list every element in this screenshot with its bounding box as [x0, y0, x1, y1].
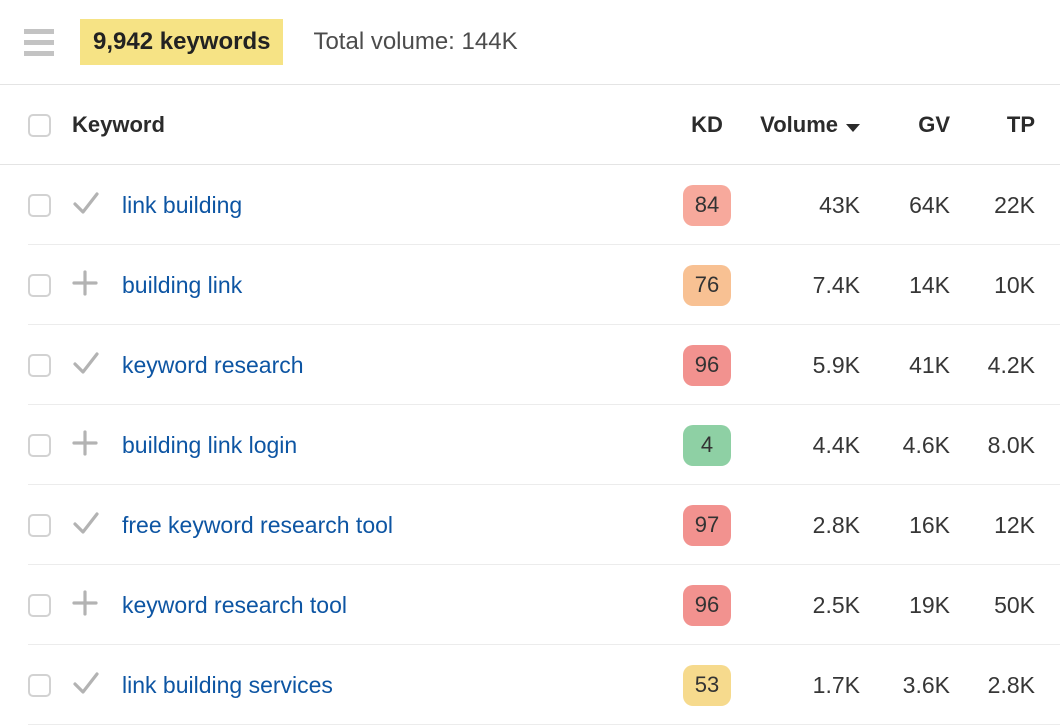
- column-header-tp[interactable]: TP: [1006, 111, 1035, 137]
- volume-value: 2.5K: [812, 591, 860, 618]
- kd-badge: 96: [683, 344, 731, 386]
- volume-value: 4.4K: [812, 431, 860, 458]
- table-row: building link login 4 4.4K 4.6K 8.0K: [0, 405, 1060, 485]
- check-icon[interactable]: [72, 191, 100, 215]
- tp-value: 50K: [994, 591, 1035, 618]
- tp-value: 8.0K: [987, 431, 1035, 458]
- column-header-volume-label: Volume: [760, 111, 838, 137]
- tp-value: 10K: [994, 271, 1035, 298]
- table-row: keyword research 96 5.9K 41K 4.2K: [0, 325, 1060, 405]
- gv-value: 19K: [909, 591, 950, 618]
- volume-value: 1.7K: [812, 671, 860, 698]
- volume-value: 43K: [819, 191, 860, 218]
- menu-icon[interactable]: [24, 28, 54, 56]
- column-header-gv[interactable]: GV: [918, 111, 950, 137]
- row-checkbox[interactable]: [28, 513, 51, 537]
- keywords-count-badge: 9,942 keywords: [80, 19, 284, 65]
- row-checkbox[interactable]: [28, 193, 51, 217]
- gv-value: 4.6K: [902, 431, 950, 458]
- gv-value: 16K: [909, 511, 950, 538]
- total-volume-label: Total volume: 144K: [313, 28, 518, 55]
- volume-value: 5.9K: [812, 351, 860, 378]
- row-checkbox[interactable]: [28, 593, 51, 617]
- volume-value: 7.4K: [812, 271, 860, 298]
- table-row: building link 76 7.4K 14K 10K: [0, 245, 1060, 325]
- select-all-checkbox[interactable]: [28, 114, 51, 138]
- tp-value: 2.8K: [987, 671, 1035, 698]
- table-body: link building 84 43K 64K 22K building link 76 7…: [0, 165, 1060, 725]
- kd-badge: 96: [683, 584, 731, 626]
- keyword-link[interactable]: keyword research: [122, 351, 304, 378]
- gv-value: 14K: [909, 271, 950, 298]
- sort-desc-icon[interactable]: [846, 123, 860, 132]
- tp-value: 12K: [994, 511, 1035, 538]
- table-row: keyword research tool 96 2.5K 19K 50K: [0, 565, 1060, 645]
- gv-value: 3.6K: [902, 671, 950, 698]
- row-checkbox[interactable]: [28, 673, 51, 697]
- kd-badge: 76: [683, 264, 731, 306]
- table-row: link building services 53 1.7K 3.6K 2.8K: [0, 645, 1060, 725]
- kd-badge: 53: [683, 664, 731, 706]
- kd-badge: 97: [683, 504, 731, 546]
- check-icon[interactable]: [72, 351, 100, 375]
- gv-value: 64K: [909, 191, 950, 218]
- keyword-link[interactable]: link building services: [122, 671, 333, 698]
- column-header-keyword[interactable]: Keyword: [72, 111, 165, 137]
- column-header-kd[interactable]: KD: [691, 111, 723, 137]
- row-checkbox[interactable]: [28, 433, 51, 457]
- kd-badge: 4: [683, 424, 731, 466]
- table-row: free keyword research tool 97 2.8K 16K 12K: [0, 485, 1060, 565]
- plus-icon[interactable]: [72, 589, 98, 616]
- keyword-link[interactable]: free keyword research tool: [122, 511, 394, 538]
- keyword-link[interactable]: building link: [122, 271, 243, 298]
- gv-value: 41K: [909, 351, 950, 378]
- table-row: link building 84 43K 64K 22K: [0, 165, 1060, 245]
- row-checkbox[interactable]: [28, 273, 51, 297]
- kd-badge: 84: [683, 184, 731, 226]
- check-icon[interactable]: [72, 671, 100, 695]
- row-checkbox[interactable]: [28, 353, 51, 377]
- keyword-link[interactable]: building link login: [122, 431, 298, 458]
- keyword-link[interactable]: link building: [122, 191, 243, 218]
- header-checkbox-cell: [28, 112, 72, 138]
- tp-value: 22K: [994, 191, 1035, 218]
- table-header-row: Keyword KD Volume GV TP: [0, 85, 1060, 165]
- toolbar: 9,942 keywords Total volume: 144K: [0, 0, 1060, 85]
- keyword-link[interactable]: keyword research tool: [122, 591, 347, 618]
- tp-value: 4.2K: [987, 351, 1035, 378]
- check-icon[interactable]: [72, 511, 100, 535]
- plus-icon[interactable]: [72, 269, 98, 296]
- column-header-volume[interactable]: Volume: [735, 112, 860, 138]
- volume-value: 2.8K: [812, 511, 860, 538]
- plus-icon[interactable]: [72, 429, 98, 456]
